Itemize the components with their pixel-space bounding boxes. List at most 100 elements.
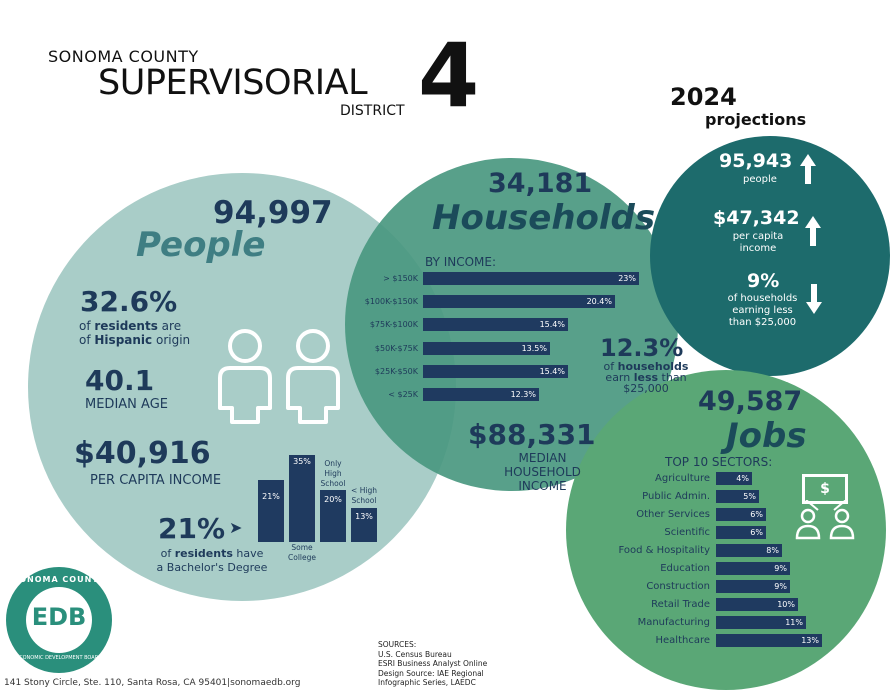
proj-hh-l3: than $25,000 (728, 317, 797, 328)
projections-circle (650, 136, 890, 376)
footer-address: 141 Stony Circle, Ste. 110, Santa Rosa, … (4, 678, 301, 688)
edu-bar-label: Some College (288, 543, 316, 562)
edu-bar-value: 13% (355, 512, 373, 521)
arrow-down-icon (806, 284, 822, 314)
edu-bar (289, 455, 315, 542)
income-label: $50K-$75K (374, 344, 418, 353)
proj-people-value: 95,943 (719, 150, 793, 172)
edu-bar (258, 480, 284, 542)
jobs-label: Jobs (726, 416, 807, 456)
median-l1: MEDIAN (518, 451, 567, 465)
median-income-label: MEDIAN HOUSEHOLD INCOME (470, 451, 615, 493)
sector-bar: 5% (716, 490, 759, 503)
income-label: $75K-$100K (369, 320, 418, 329)
low-l3: $25,000 (623, 382, 669, 395)
edu-bar-label: Only High School (320, 459, 346, 488)
sector-bar: 6% (716, 508, 766, 521)
households-count: 34,181 (488, 168, 593, 199)
edu-bar-value: 35% (293, 457, 311, 466)
sector-bar: 6% (716, 526, 766, 539)
sector-label: Retail Trade (651, 599, 710, 610)
edb-logo-ring (26, 587, 92, 653)
income-label: $100K-$150K (364, 297, 418, 306)
low-l1-bold: households (617, 360, 689, 373)
hispanic-l2-bold: Hispanic (94, 333, 153, 347)
proj-income-l1: per capita (732, 231, 784, 242)
edu-bar-value: 20% (324, 495, 342, 504)
income-label: < $25K (388, 390, 418, 399)
sector-bar: 4% (716, 472, 752, 485)
proj-hh-caption: of households earning less than $25,000 (720, 293, 805, 329)
proj-hh-l2: earning less (732, 305, 793, 316)
top-sectors-label: TOP 10 SECTORS: (665, 455, 773, 469)
low-l2-bold: less (633, 371, 659, 384)
sector-label: Other Services (636, 509, 710, 520)
income-bar: 15.4% (423, 365, 568, 378)
sector-bar: 10% (716, 598, 798, 611)
income-bar: 15.4% (423, 318, 568, 331)
income-bar: 12.3% (423, 388, 539, 401)
edu-bar (351, 508, 377, 542)
bachelor-l1-bold: residents (174, 547, 233, 560)
edb-logo-bottom: ECONOMIC DEVELOPMENT BOARD (15, 655, 103, 661)
sector-bar: 9% (716, 580, 790, 593)
sector-label: Manufacturing (637, 617, 710, 628)
header-district: DISTRICT (340, 103, 405, 119)
low-income-caption: of households earn less than $25,000 (592, 361, 700, 394)
proj-income-l2: income (739, 243, 777, 254)
source-line: ESRI Business Analyst Online (378, 659, 488, 668)
hispanic-l2-pre: of (79, 333, 95, 347)
sector-label: Scientific (664, 527, 710, 538)
low-l2-post: than (658, 371, 687, 384)
person-icon (286, 329, 340, 424)
bachelor-pct: 21% (158, 512, 226, 545)
proj-income-caption: per capita income (713, 231, 803, 255)
per-capita: $40,916 (74, 436, 211, 471)
edb-logo-top: SONOMA COUNTY (12, 575, 106, 584)
hispanic-l1-bold: residents (94, 319, 158, 333)
people-label: People (136, 225, 266, 265)
bachelor-l1-post: have (232, 547, 264, 560)
median-l2: HOUSEHOLD (504, 465, 581, 479)
income-label: $25K-$50K (374, 367, 418, 376)
sector-bar: 8% (716, 544, 782, 557)
low-l2-pre: earn (605, 371, 634, 384)
sector-bar: 9% (716, 562, 790, 575)
income-bar: 23% (423, 272, 639, 285)
hispanic-l1-pre: of (79, 319, 95, 333)
median-age: 40.1 (85, 364, 155, 397)
person-icon (218, 329, 272, 424)
hispanic-l1-post: are (157, 319, 182, 333)
income-label: > $150K (383, 274, 418, 283)
median-l3: INCOME (518, 479, 567, 493)
low-income-pct: 12.3% (600, 334, 684, 362)
source-line: Infographic Series, LAEDC (378, 678, 476, 687)
low-l1-pre: of (603, 360, 618, 373)
projections-year: 2024 (670, 83, 737, 111)
median-age-label: MEDIAN AGE (85, 397, 168, 412)
sector-label: Public Admin. (642, 491, 710, 502)
source-line: Design Source: IAE Regional (378, 668, 484, 678)
jobs-count: 49,587 (698, 386, 803, 417)
hispanic-l2-post: origin (152, 333, 191, 347)
edb-logo-mark: EDB (31, 603, 87, 631)
edu-bar-label: < High School (351, 486, 377, 505)
sector-bar: 13% (716, 634, 822, 647)
income-bar: 20.4% (423, 295, 615, 308)
hispanic-pct: 32.6% (80, 285, 178, 318)
source-line: U.S. Census Bureau (378, 649, 452, 659)
people-icon (795, 500, 855, 540)
sources-block: SOURCES: U.S. Census Bureau ESRI Busines… (378, 640, 487, 688)
sector-bar: 11% (716, 616, 806, 629)
sector-label: Agriculture (655, 473, 710, 484)
header-county: SONOMA COUNTY (48, 47, 199, 66)
header-number: 4 (418, 24, 480, 127)
bachelor-l1-pre: of (160, 547, 175, 560)
sector-label: Food & Hospitality (618, 545, 710, 556)
edu-bar (320, 490, 346, 542)
arrow-up-icon (805, 216, 821, 246)
arrow-up-icon (800, 154, 816, 184)
proj-hh-l1: of households (727, 293, 798, 304)
bachelor-arrow-icon: ➤ (229, 518, 243, 537)
median-income: $88,331 (468, 418, 596, 451)
